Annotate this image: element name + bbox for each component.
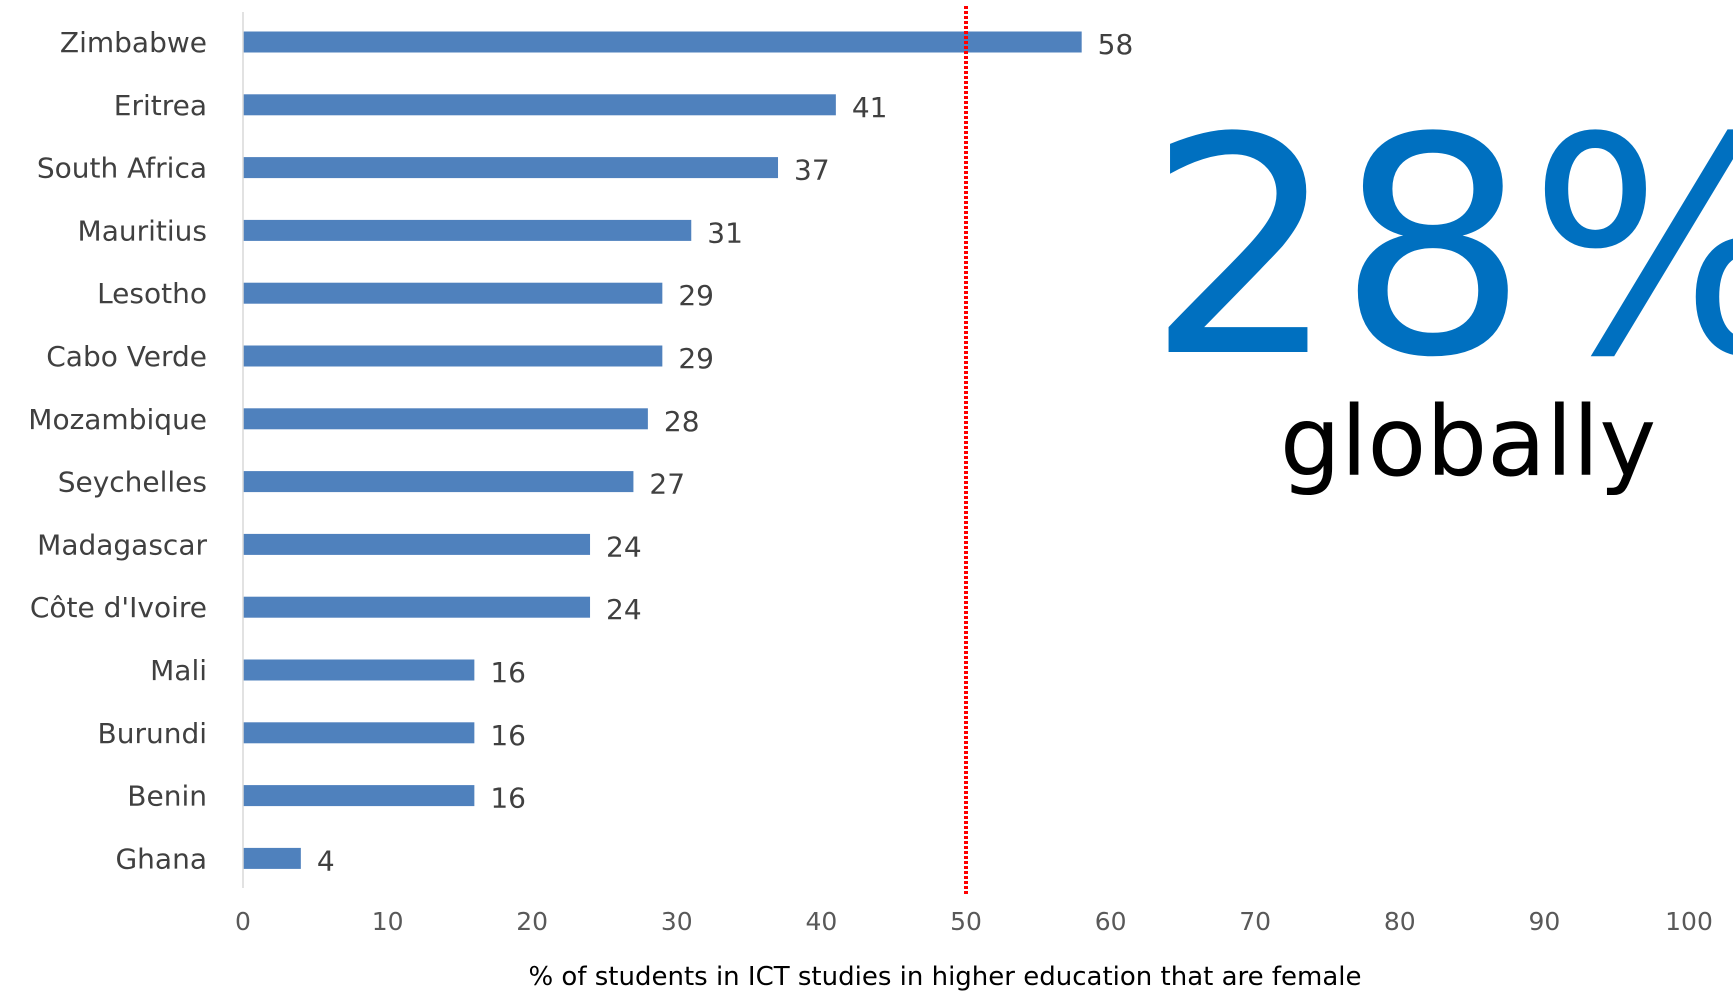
bar <box>243 659 475 681</box>
bar <box>243 722 475 744</box>
bar <box>243 847 301 869</box>
category-label: Eritrea <box>114 89 207 122</box>
value-label: 27 <box>649 468 685 501</box>
global-stat-value: 28% <box>1147 74 1733 423</box>
x-tick-label: 0 <box>235 907 251 936</box>
value-label: 28 <box>664 405 700 438</box>
x-tick-labels: 0 10 20 30 40 50 60 70 80 90 100 <box>235 907 1713 936</box>
category-label: South Africa <box>37 152 207 185</box>
category-labels: Zimbabwe Eritrea South Africa Mauritius Leso… <box>28 26 207 875</box>
x-tick-label: 50 <box>950 907 982 936</box>
bar <box>243 596 591 618</box>
category-label: Benin <box>127 780 207 813</box>
x-tick-label: 90 <box>1528 907 1560 936</box>
bar <box>243 282 663 304</box>
x-tick-label: 10 <box>372 907 404 936</box>
bar <box>243 31 1082 53</box>
category-label: Côte d'Ivoire <box>30 591 207 624</box>
bar <box>243 785 475 807</box>
category-label: Burundi <box>97 717 207 750</box>
x-tick-label: 80 <box>1384 907 1416 936</box>
x-tick-label: 30 <box>661 907 693 936</box>
category-label: Lesotho <box>97 277 207 310</box>
bars-layer <box>243 31 1082 869</box>
category-label: Cabo Verde <box>46 340 207 373</box>
value-label: 29 <box>678 342 714 375</box>
bar <box>243 345 663 367</box>
value-label: 31 <box>707 216 743 249</box>
x-tick-label: 60 <box>1095 907 1127 936</box>
global-stat-caption: globally <box>1280 386 1656 498</box>
bar <box>243 408 648 430</box>
value-label: 16 <box>490 656 526 689</box>
value-label: 24 <box>606 530 642 563</box>
category-label: Mali <box>150 654 207 687</box>
x-tick-label: 70 <box>1239 907 1271 936</box>
value-label: 16 <box>490 782 526 815</box>
bar <box>243 94 836 116</box>
value-label: 58 <box>1098 28 1134 61</box>
category-label: Ghana <box>115 842 207 875</box>
bar <box>243 471 634 493</box>
bar <box>243 533 591 555</box>
category-label: Madagascar <box>37 528 207 561</box>
value-label: 16 <box>490 719 526 752</box>
value-label: 37 <box>794 154 830 187</box>
bar <box>243 219 692 241</box>
category-label: Seychelles <box>58 466 207 499</box>
x-tick-label: 100 <box>1665 907 1713 936</box>
value-label: 29 <box>678 279 714 312</box>
value-label: 24 <box>606 593 642 626</box>
x-tick-label: 40 <box>805 907 837 936</box>
x-axis-title: % of students in ICT studies in higher e… <box>528 962 1361 992</box>
value-label: 4 <box>317 844 335 877</box>
category-label: Mauritius <box>78 214 207 247</box>
category-label: Mozambique <box>28 403 207 436</box>
x-tick-label: 20 <box>516 907 548 936</box>
value-label: 41 <box>852 91 888 124</box>
category-label: Zimbabwe <box>60 26 207 59</box>
bar <box>243 157 779 179</box>
